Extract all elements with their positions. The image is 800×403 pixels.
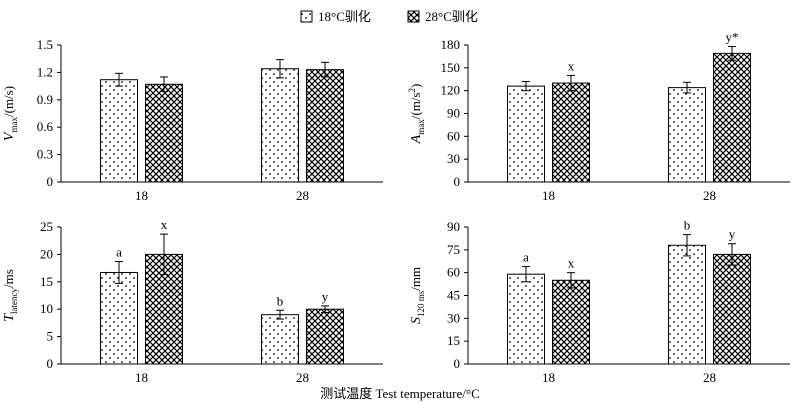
significance-label: y — [729, 227, 736, 242]
legend-label-1: 18°C驯化 — [318, 9, 371, 24]
bar-dots — [507, 85, 545, 183]
bar-dots — [100, 271, 138, 365]
y-tick-label: 1.5 — [37, 37, 53, 52]
y-tick-label: 15 — [447, 333, 460, 348]
legend-label-2: 28°C驯化 — [425, 9, 478, 24]
y-tick-label: 0 — [47, 356, 54, 371]
significance-label: a — [523, 250, 529, 265]
y-tick-label: 150 — [441, 60, 461, 75]
significance-label: x — [568, 256, 575, 271]
y-tick-label: 15 — [40, 274, 53, 289]
x-tick-label: 18 — [542, 188, 555, 203]
y-tick-label: 20 — [40, 246, 53, 261]
bar-dots — [261, 68, 299, 183]
bar-dots — [668, 244, 706, 365]
legend: 18°C驯化 28°C驯化 — [300, 9, 478, 24]
y-tick-label: 0 — [454, 174, 461, 189]
bar-crosshatch — [713, 253, 751, 365]
significance-label: a — [116, 245, 122, 260]
legend-swatch-crosshatch — [407, 10, 420, 23]
bar-crosshatch — [306, 69, 344, 183]
significance-label: x — [568, 58, 575, 73]
bar-crosshatch — [552, 82, 590, 183]
y-axis-title: Vmax/(m/s) — [1, 86, 19, 141]
y-axis-title: Amax/(m/s2) — [407, 84, 426, 145]
bar-dots — [507, 273, 545, 365]
bar-crosshatch — [552, 279, 590, 365]
x-tick-label: 18 — [135, 370, 148, 385]
y-tick-label: 60 — [447, 128, 460, 143]
significance-label: b — [684, 218, 691, 233]
chart-panel-3: 0 5 10 15 20 25 Tlatency/ms 18 a x 28 b y — [1, 217, 383, 385]
y-tick-label: 45 — [447, 288, 460, 303]
y-tick-label: 75 — [447, 242, 460, 257]
y-tick-label: 120 — [441, 83, 461, 98]
x-tick-label: 18 — [135, 188, 148, 203]
x-axis-title: 测试温度 Test temperature/°C — [320, 386, 480, 401]
bar-crosshatch — [145, 253, 183, 365]
bar-crosshatch — [306, 308, 344, 365]
x-tick-label: 28 — [296, 370, 309, 385]
y-tick-label: 25 — [40, 219, 53, 234]
significance-label: b — [277, 293, 284, 308]
significance-label: y* — [726, 30, 739, 45]
y-tick-label: 0.3 — [37, 147, 53, 162]
x-tick-label: 18 — [542, 370, 555, 385]
y-tick-label: 90 — [447, 106, 460, 121]
y-tick-label: 0 — [47, 174, 54, 189]
bar-crosshatch — [713, 52, 751, 183]
legend-swatch-dots — [300, 10, 313, 23]
y-tick-label: 5 — [47, 329, 54, 344]
y-tick-label: 60 — [447, 265, 460, 280]
bar-crosshatch — [145, 83, 183, 183]
chart-panels: 0 0.3 0.6 0.9 1.2 1.5 Vmax/(m/s) 18 28 0 30 60 90 120… — [1, 30, 790, 385]
x-tick-label: 28 — [703, 370, 716, 385]
bar-dots — [100, 79, 138, 183]
y-axis-title: Tlatency/ms — [1, 269, 19, 322]
y-tick-label: 0.9 — [37, 92, 53, 107]
significance-label: x — [161, 217, 168, 232]
y-tick-label: 1.2 — [37, 64, 53, 79]
chart-panel-1: 0 0.3 0.6 0.9 1.2 1.5 Vmax/(m/s) 18 28 — [1, 37, 383, 203]
y-tick-label: 90 — [447, 219, 460, 234]
significance-label: y — [322, 289, 329, 304]
chart-panel-2: 0 30 60 90 120 150 180 Amax/(m/s2) 18 x 28 y* — [407, 30, 790, 203]
y-tick-label: 30 — [447, 310, 460, 325]
y-tick-label: 0 — [454, 356, 461, 371]
x-tick-label: 28 — [296, 188, 309, 203]
x-tick-label: 28 — [703, 188, 716, 203]
y-tick-label: 30 — [447, 151, 460, 166]
y-tick-label: 180 — [441, 37, 461, 52]
y-tick-label: 10 — [40, 301, 53, 316]
chart-panel-4: 0 15 30 45 60 75 90 S120 ms/mm 18 a x 28 b y — [408, 218, 790, 385]
bar-dots — [261, 314, 299, 365]
bar-dots — [668, 87, 706, 183]
y-tick-label: 0.6 — [37, 119, 54, 134]
y-axis-title: S120 ms/mm — [408, 267, 426, 324]
